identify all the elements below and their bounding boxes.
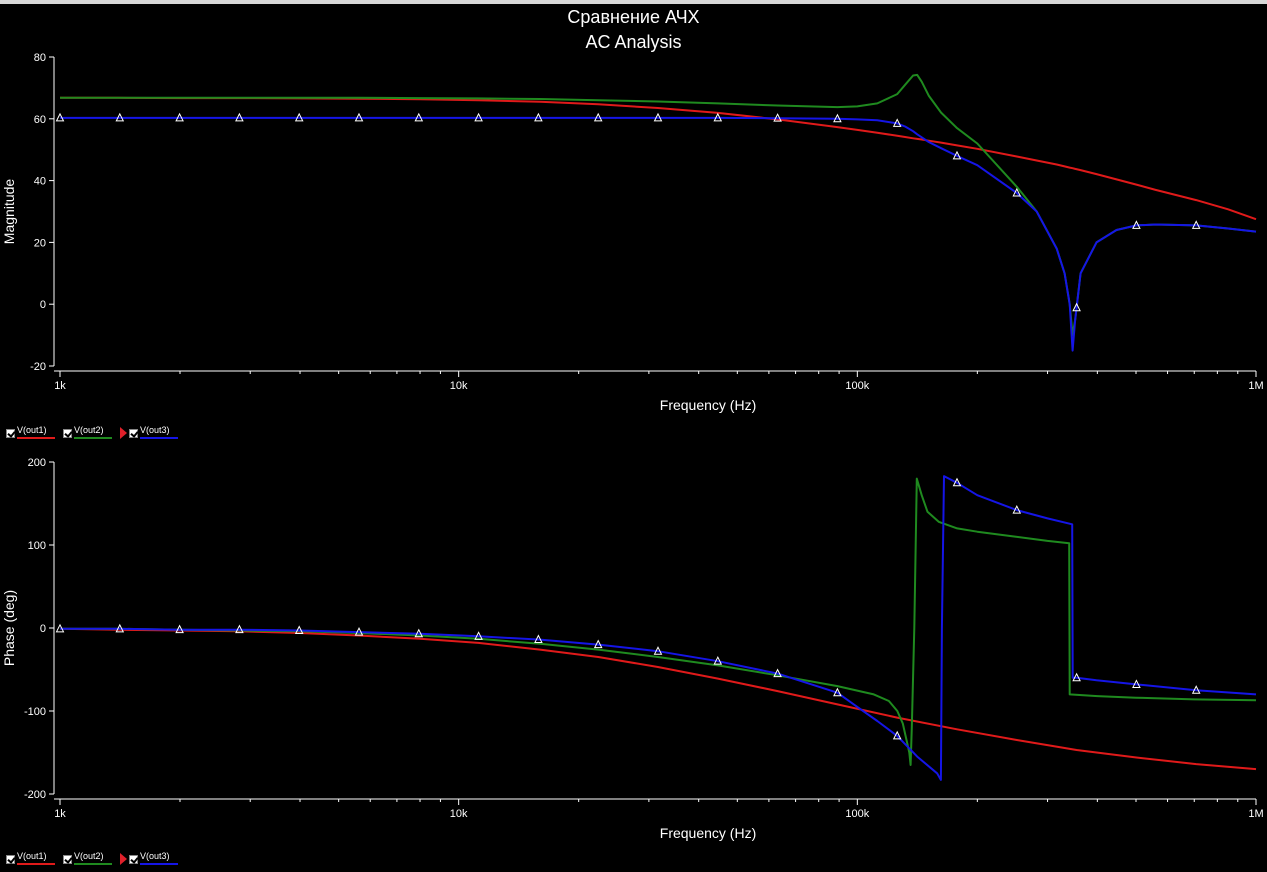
trace-marker bbox=[892, 118, 902, 127]
trace-marker bbox=[833, 113, 842, 123]
y-tick-label: 0 bbox=[40, 623, 46, 635]
trace-marker bbox=[235, 112, 244, 122]
trace-marker bbox=[175, 112, 184, 122]
trace-marker bbox=[115, 623, 125, 633]
y-tick-label: 20 bbox=[34, 237, 46, 249]
active-trace-marker-icon bbox=[120, 426, 127, 439]
legend-item-out2[interactable]: V(out2) bbox=[63, 850, 112, 865]
legend-label: V(out2) bbox=[74, 424, 104, 435]
y-tick-label: -100 bbox=[24, 706, 46, 718]
legend-item-out1[interactable]: V(out1) bbox=[6, 850, 55, 865]
series-line-vout3 bbox=[60, 116, 1257, 352]
x-tick-label: 10k bbox=[450, 808, 468, 820]
trace-marker bbox=[294, 112, 304, 122]
trace-marker bbox=[354, 112, 364, 122]
trace-marker bbox=[1072, 302, 1081, 312]
x-tick-label: 1k bbox=[54, 808, 66, 820]
checkbox-icon[interactable] bbox=[6, 854, 15, 864]
trace-marker bbox=[534, 112, 543, 122]
checkbox-icon[interactable] bbox=[129, 428, 138, 438]
legend-item-out3[interactable]: V(out3) bbox=[120, 850, 178, 865]
trace-marker bbox=[653, 646, 663, 655]
trace-marker bbox=[713, 656, 723, 665]
legend-label: V(out2) bbox=[74, 850, 104, 861]
trace-marker bbox=[1191, 685, 1201, 694]
trace-marker bbox=[55, 112, 65, 122]
legend-label: V(out3) bbox=[140, 424, 170, 435]
trace-marker bbox=[593, 639, 603, 649]
legend-label: V(out1) bbox=[17, 850, 47, 861]
trace-marker bbox=[653, 112, 663, 122]
trace-marker bbox=[294, 625, 304, 634]
y-axis-label: Phase (deg) bbox=[1, 590, 17, 666]
trace-marker bbox=[115, 112, 125, 122]
active-trace-marker-icon bbox=[120, 852, 127, 865]
trace-marker bbox=[952, 477, 962, 487]
y-tick-label: 100 bbox=[28, 540, 46, 552]
y-tick-label: 0 bbox=[40, 299, 46, 311]
y-tick-label: 60 bbox=[34, 114, 46, 126]
trace-marker bbox=[534, 634, 543, 644]
checkbox-icon[interactable] bbox=[6, 428, 15, 438]
x-axis-label: Frequency (Hz) bbox=[660, 825, 756, 841]
trace-marker bbox=[773, 113, 782, 122]
trace-marker bbox=[952, 150, 962, 160]
series-line-vout1 bbox=[59, 627, 1257, 771]
series-line-vout2 bbox=[60, 477, 1257, 766]
trace-marker bbox=[414, 112, 424, 122]
series-line-vout3 bbox=[60, 475, 1257, 781]
trace-marker bbox=[474, 631, 483, 640]
y-tick-label: 40 bbox=[34, 176, 46, 188]
chart-subtitle: AC Analysis bbox=[585, 32, 682, 52]
trace-marker bbox=[773, 668, 782, 678]
y-tick-label: -20 bbox=[30, 361, 46, 373]
y-tick-label: 200 bbox=[28, 457, 46, 469]
window-top-border bbox=[0, 0, 1267, 4]
trace-marker bbox=[1132, 679, 1141, 688]
trace-marker bbox=[474, 112, 483, 122]
trace-marker bbox=[1132, 220, 1141, 229]
trace-marker bbox=[833, 687, 842, 697]
series-line-vout1 bbox=[60, 96, 1257, 221]
legend-label: V(out1) bbox=[17, 424, 47, 435]
trace-marker bbox=[593, 112, 603, 122]
chart-title: Сравнение АЧХ bbox=[567, 7, 700, 27]
trace-marker bbox=[892, 730, 902, 740]
trace-marker bbox=[175, 624, 184, 634]
trace-marker bbox=[414, 628, 424, 638]
x-tick-label: 100k bbox=[845, 808, 869, 820]
legend-item-out2[interactable]: V(out2) bbox=[63, 424, 112, 439]
trace-marker bbox=[55, 623, 65, 633]
phase-legend: V(out1) V(out2) V(out3) bbox=[6, 850, 186, 866]
trace-marker bbox=[1012, 187, 1022, 197]
trace-marker bbox=[235, 624, 244, 634]
trace-marker bbox=[1072, 672, 1081, 682]
magnitude-legend: V(out1) V(out2) V(out3) bbox=[6, 424, 186, 440]
trace-marker bbox=[1191, 220, 1201, 229]
x-tick-label: 100k bbox=[845, 380, 869, 392]
checkbox-icon[interactable] bbox=[63, 428, 72, 438]
x-tick-label: 1M bbox=[1248, 808, 1263, 820]
legend-item-out1[interactable]: V(out1) bbox=[6, 424, 55, 439]
x-tick-label: 1k bbox=[54, 380, 66, 392]
legend-label: V(out3) bbox=[140, 850, 170, 861]
checkbox-icon[interactable] bbox=[63, 854, 72, 864]
checkbox-icon[interactable] bbox=[129, 854, 138, 864]
trace-marker bbox=[1012, 505, 1022, 514]
x-tick-label: 1M bbox=[1248, 380, 1263, 392]
trace-marker bbox=[713, 112, 723, 122]
x-tick-label: 10k bbox=[450, 380, 468, 392]
trace-marker bbox=[354, 627, 364, 636]
legend-item-out3[interactable]: V(out3) bbox=[120, 424, 178, 439]
x-axis-label: Frequency (Hz) bbox=[660, 397, 756, 413]
y-axis-label: Magnitude bbox=[1, 179, 17, 245]
y-tick-label: 80 bbox=[34, 52, 46, 64]
y-tick-label: -200 bbox=[24, 789, 46, 801]
